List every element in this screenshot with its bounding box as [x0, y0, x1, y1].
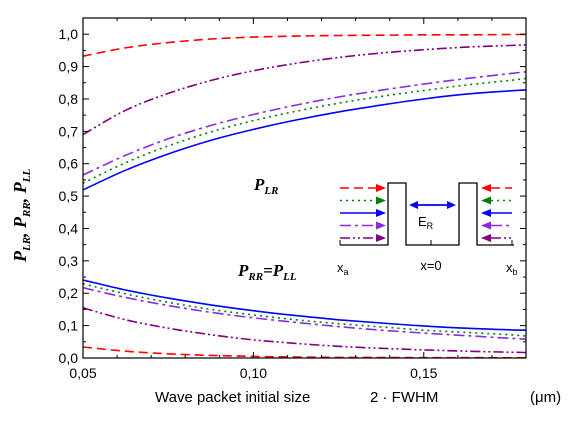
- y-tick-label: 0,0: [59, 350, 79, 366]
- x-axis-unit: (μm): [530, 389, 561, 406]
- annotation-p-lr: PLR: [253, 175, 278, 197]
- inset-arrowhead-left-red-dash: [481, 184, 491, 192]
- annotation-p-rr-ll: PRR=PLL: [237, 261, 297, 283]
- y-tick-label: 0,8: [59, 91, 79, 107]
- x-tick-label: 0,05: [69, 365, 96, 381]
- y-tick-label: 0,4: [59, 220, 79, 236]
- inset-xa-label: xa: [337, 260, 349, 277]
- series-line-violet-dashdot-prr: [83, 286, 526, 340]
- series-line-blue-solid-plr: [83, 89, 526, 191]
- series-group: [83, 33, 526, 358]
- inset-field-label: ER: [418, 214, 434, 231]
- x-axis-factor: 2 · FWHM: [370, 389, 438, 406]
- inset-arrowhead-right-green-dot: [376, 196, 386, 205]
- x-tick-label: 0,10: [240, 365, 267, 381]
- y-tick-label: 0,3: [59, 253, 79, 269]
- y-tick-label: 0,1: [59, 318, 79, 334]
- series-line-red-dash-plr: [83, 33, 526, 57]
- inset-xb-label: xb: [506, 260, 518, 277]
- series-line-red-dash-prr: [83, 346, 526, 358]
- barrier-potential: [340, 182, 514, 246]
- inset-arrowhead-right-red-dash: [376, 184, 386, 192]
- series-line-green-dot-plr: [83, 77, 526, 184]
- inset-arrowhead-right-violet-dashdot: [376, 221, 386, 230]
- series-line-purple-dashdotdot-prr: [83, 307, 526, 354]
- y-tick-label: 0,7: [59, 123, 79, 139]
- barrier-inset: ER xa x=0 xb: [337, 182, 518, 277]
- y-tick-label: 0,5: [59, 188, 79, 204]
- inset-arrowhead-right-blue-solid: [376, 209, 386, 217]
- inset-arrowhead-left-green-dot: [481, 196, 491, 205]
- series-line-violet-dashdot-plr: [83, 71, 526, 176]
- series-line-purple-dashdotdot-plr: [83, 44, 526, 136]
- axes: 0,0 0,1 0,2 0,3 0,4 0,5 0,6 0,7 0,8 0,9 1,0 0,05 0,1…: [10, 17, 561, 406]
- inset-central-arrowhead-right: [447, 201, 456, 209]
- inset-arrowhead-left-blue-solid: [481, 209, 491, 217]
- y-tick-label: 0,2: [59, 285, 79, 301]
- y-axis-label: PLR, PRR, PLL: [10, 169, 33, 263]
- x-tick-label: 0,15: [410, 365, 437, 381]
- series-line-blue-solid-prr: [83, 279, 526, 331]
- y-tick-label: 0,9: [59, 59, 79, 75]
- plot-frame: [82, 17, 527, 359]
- inset-central-arrowhead-left: [409, 201, 418, 209]
- inset-arrowhead-left-purple-dashdotdot: [481, 234, 491, 242]
- inset-arrowhead-right-purple-dashdotdot: [376, 234, 386, 242]
- y-tick-label: 1,0: [59, 26, 79, 42]
- x-axis-label: Wave packet initial size: [155, 389, 310, 406]
- series-lines-layer: [83, 33, 526, 358]
- inset-x0-label: x=0: [420, 258, 441, 273]
- series-line-green-dot-prr: [83, 283, 526, 337]
- y-tick-label: 0,6: [59, 156, 79, 172]
- annotations-layer: PLR PRR=PLL: [237, 175, 297, 283]
- inset-arrowhead-left-violet-dashdot: [481, 221, 491, 230]
